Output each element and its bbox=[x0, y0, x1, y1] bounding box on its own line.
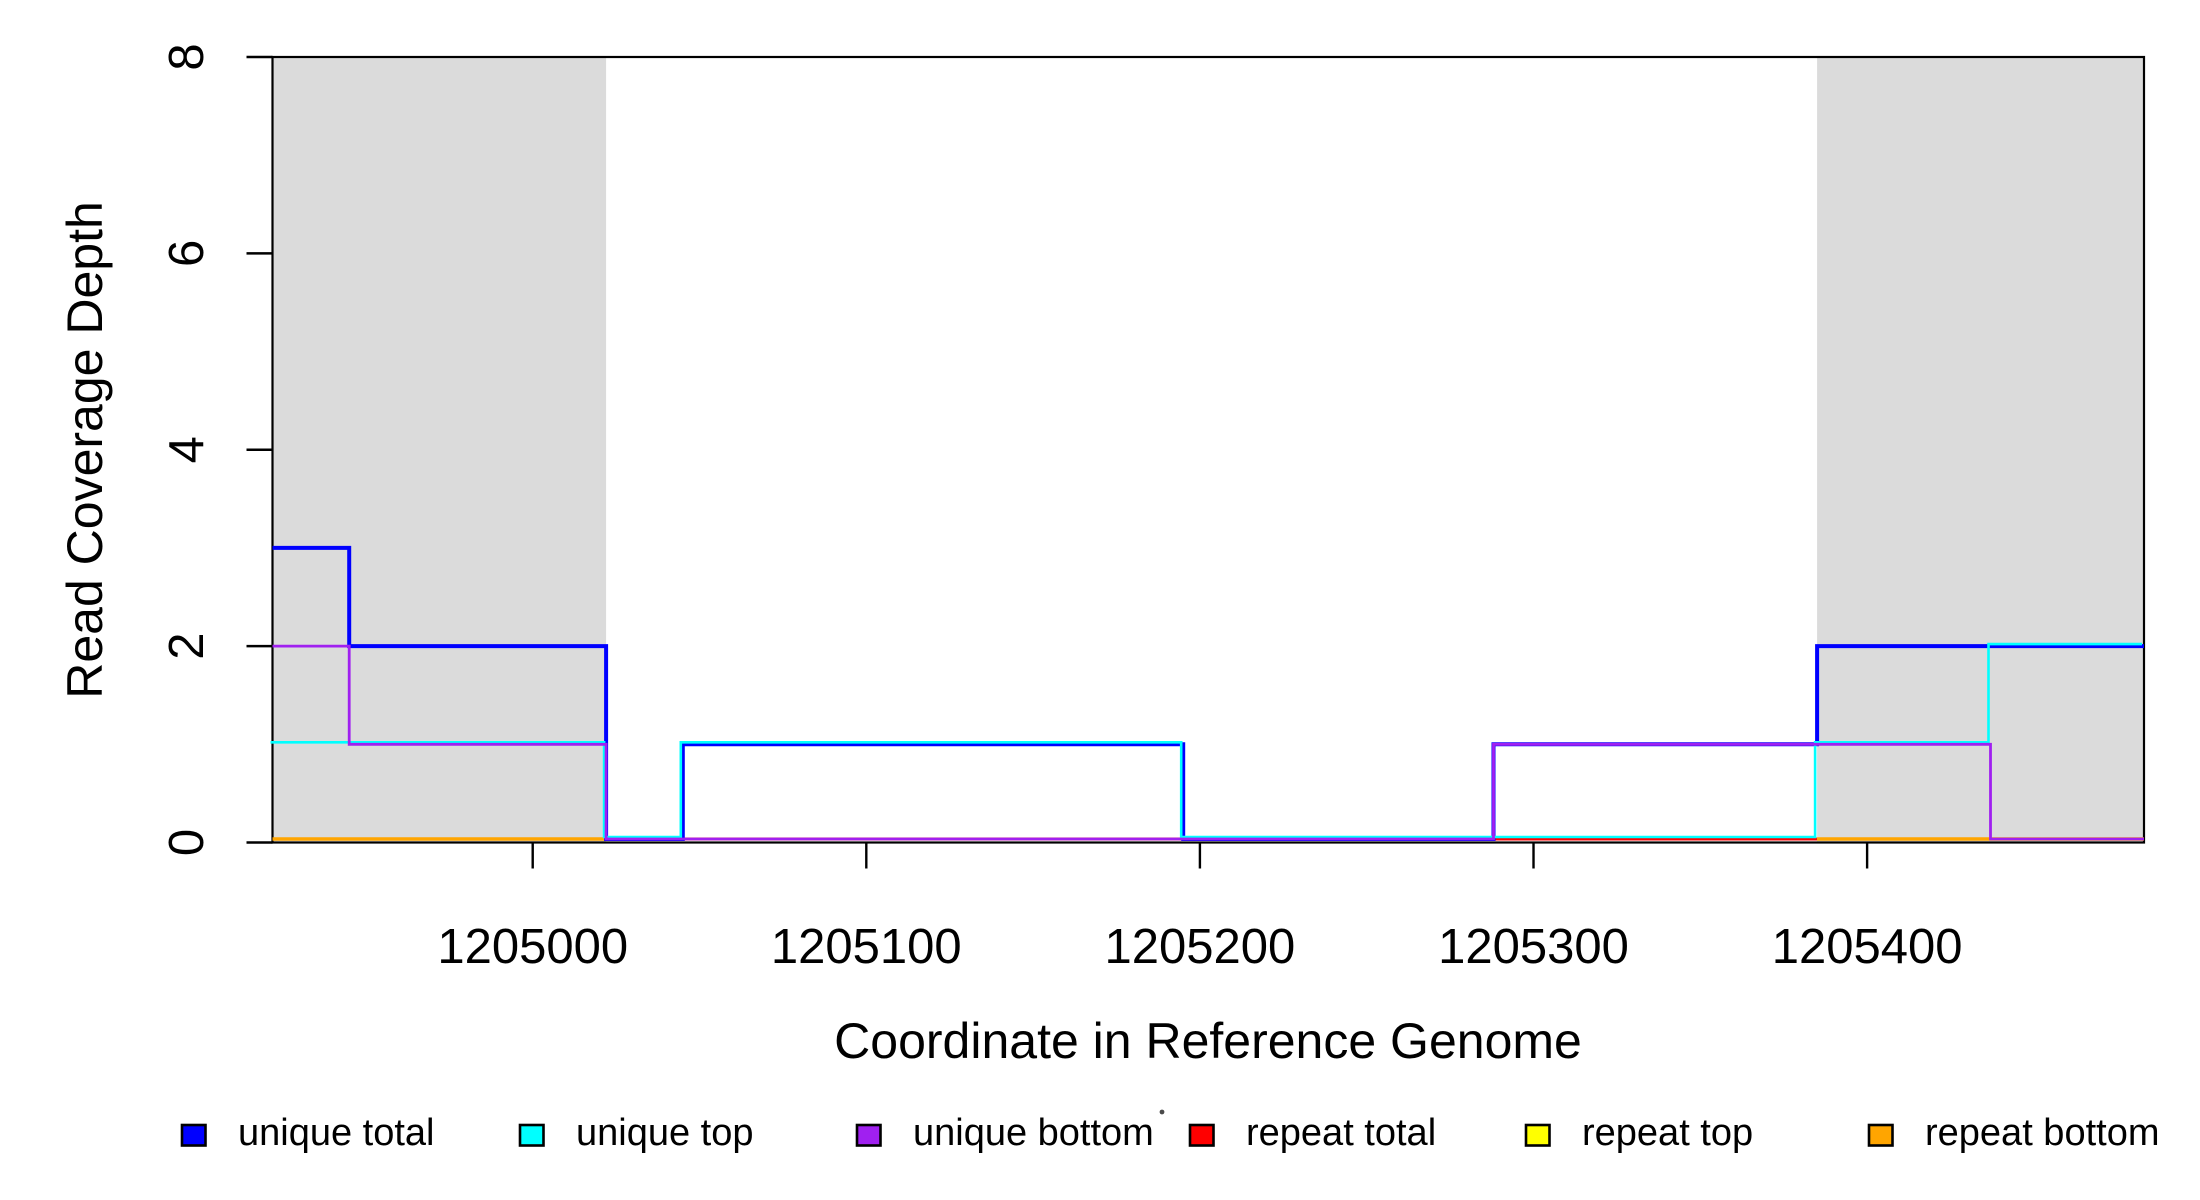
x-tick-label: 1205200 bbox=[1105, 920, 1296, 974]
y-axis-title: Read Coverage Depth bbox=[57, 201, 113, 699]
x-axis-title: Coordinate in Reference Genome bbox=[834, 1013, 1582, 1069]
legend-swatch-repeat-top bbox=[1524, 1123, 1551, 1147]
legend-swatch-repeat-total bbox=[1188, 1123, 1215, 1147]
x-tick-label: 1205000 bbox=[437, 920, 628, 974]
legend-label-unique-total: unique total bbox=[238, 1112, 435, 1154]
legend-label-repeat-top: repeat top bbox=[1582, 1112, 1753, 1154]
legend-swatch-unique-total bbox=[180, 1123, 207, 1147]
axes-layer: 1205000 1205100 1205200 1205300 1205400 0 2 4 6 8 bbox=[160, 43, 1962, 974]
series-line-unique-top bbox=[270, 642, 2142, 839]
legend-label-unique-bottom: unique bottom bbox=[913, 1112, 1154, 1154]
y-tick-label: 6 bbox=[160, 240, 214, 267]
x-tick-label: 1205100 bbox=[771, 920, 962, 974]
legend: unique total unique top unique bottom repea… bbox=[180, 1109, 2159, 1154]
legend-swatch-unique-top bbox=[518, 1123, 545, 1147]
series-line-unique-bottom bbox=[272, 644, 2144, 841]
y-tick-label: 4 bbox=[160, 436, 214, 463]
legend-label-repeat-total: repeat total bbox=[1246, 1112, 1436, 1154]
y-tick-label: 2 bbox=[160, 632, 214, 659]
x-tick-label: 1205400 bbox=[1772, 920, 1963, 974]
legend-artifact-dot bbox=[1159, 1109, 1165, 1115]
y-tick-label: 8 bbox=[160, 43, 214, 70]
legend-swatch-unique-bottom bbox=[855, 1123, 882, 1147]
y-tick-label: 0 bbox=[160, 829, 214, 856]
shaded-regions-layer bbox=[272, 57, 2144, 843]
legend-swatch-repeat-bottom bbox=[1867, 1123, 1894, 1147]
repeat-region-left bbox=[272, 57, 607, 843]
series-layer bbox=[270, 545, 2144, 841]
legend-label-repeat-bottom: repeat bottom bbox=[1925, 1112, 2159, 1154]
x-tick-label: 1205300 bbox=[1438, 920, 1629, 974]
legend-label-unique-top: unique top bbox=[576, 1112, 754, 1154]
repeat-region-right bbox=[1817, 57, 2144, 843]
